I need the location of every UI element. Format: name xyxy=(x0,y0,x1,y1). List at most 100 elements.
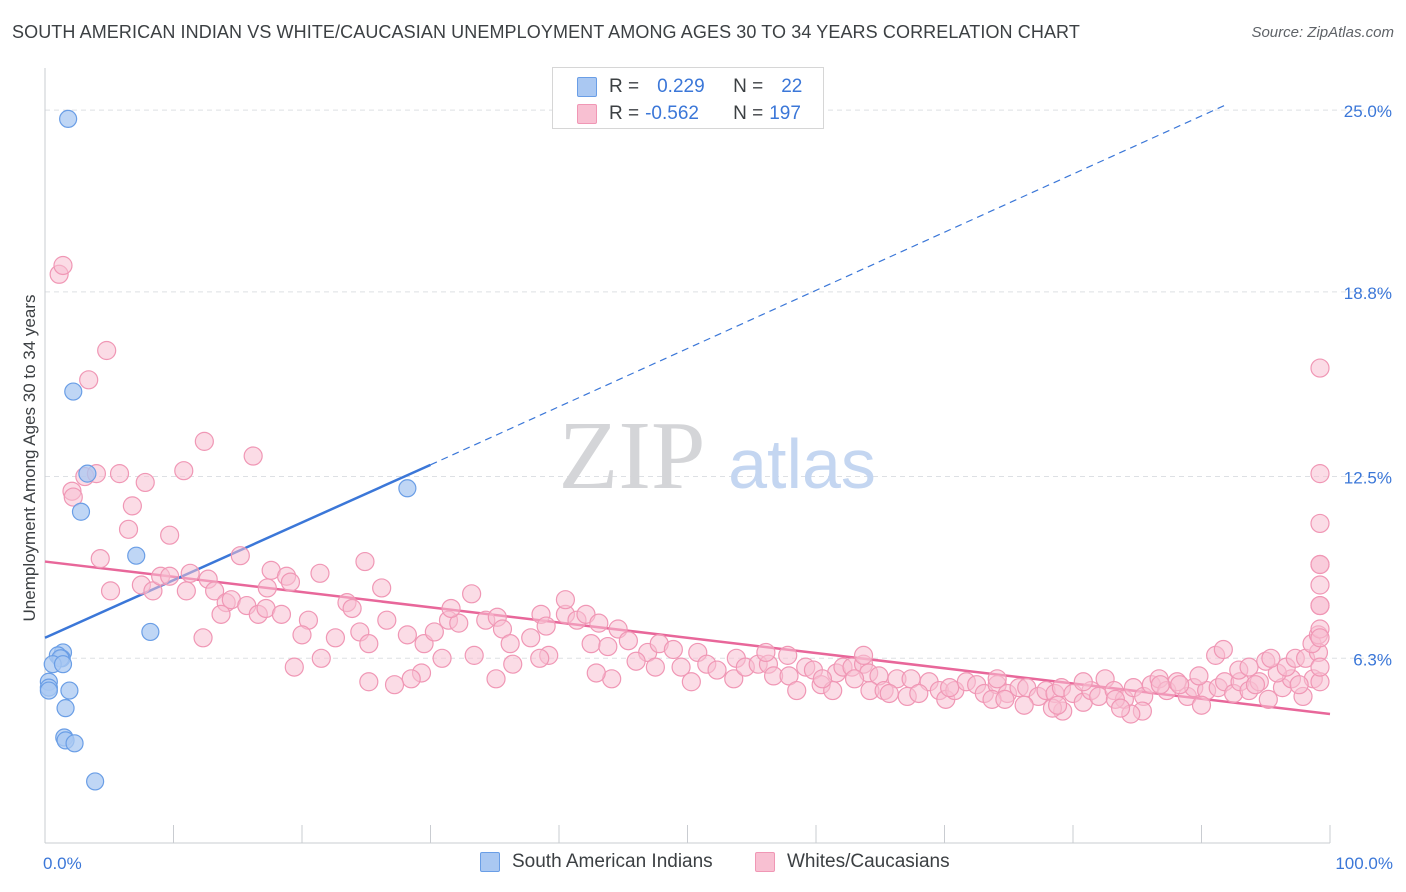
legend-r-value: -0.562 xyxy=(645,103,699,124)
data-point-whites xyxy=(787,680,807,701)
gridlines xyxy=(45,109,1390,659)
data-point-whites xyxy=(1310,628,1330,648)
data-point-whites xyxy=(645,657,665,677)
data-point-whites xyxy=(377,610,397,630)
data-point-whites xyxy=(90,549,110,569)
data-point-whites xyxy=(441,598,461,619)
data-point-whites xyxy=(995,689,1015,709)
legend-swatch-pink xyxy=(577,104,597,124)
data-point-whites xyxy=(844,669,865,689)
data-point-whites xyxy=(205,581,225,601)
data-point-whites xyxy=(53,255,73,276)
data-point-whites xyxy=(503,654,523,674)
watermark: ZIP atlas xyxy=(559,402,876,510)
trend-line-extension xyxy=(430,103,1228,466)
data-point-whites xyxy=(1150,675,1170,695)
data-point-whites xyxy=(193,628,213,648)
data-point-whites xyxy=(180,563,200,583)
data-point-whites xyxy=(79,370,99,390)
data-point-whites xyxy=(1110,698,1131,718)
legend-item-whites: Whites/Caucasians xyxy=(755,851,950,873)
legend-label: South American Indians xyxy=(512,851,713,872)
legend-n-label: N = xyxy=(733,103,764,124)
data-point-whites xyxy=(1310,595,1330,616)
y-tick-label: 18.8% xyxy=(1344,284,1392,303)
data-point-whites xyxy=(778,645,798,665)
data-point-whites xyxy=(280,572,301,592)
series-legend: South American Indians Whites/Caucasians xyxy=(0,851,1406,879)
source-credit: Source: ZipAtlas.com xyxy=(1251,24,1394,41)
legend-row-blue: R = 0.229 N = 22 xyxy=(577,74,802,100)
data-point-south-american xyxy=(71,502,91,521)
data-point-whites xyxy=(342,598,362,619)
data-point-whites xyxy=(853,645,874,665)
data-point-whites xyxy=(500,634,520,654)
data-point-whites xyxy=(397,625,417,645)
data-point-whites xyxy=(1239,657,1259,677)
data-point-whites xyxy=(310,563,330,583)
data-point-whites xyxy=(909,683,929,704)
data-point-whites xyxy=(812,669,833,689)
legend-n-value: 22 xyxy=(781,76,803,97)
legend-n-value: 197 xyxy=(769,103,801,124)
data-point-whites xyxy=(325,628,346,648)
data-point-whites xyxy=(160,525,180,545)
data-point-whites xyxy=(486,669,506,689)
points-whites xyxy=(49,255,1330,724)
legend-r-label: R = xyxy=(609,76,640,97)
data-point-whites xyxy=(109,464,130,484)
data-point-south-american xyxy=(141,622,160,642)
correlation-legend: R = 0.229 N = 22 R = -0.562 N = 197 xyxy=(552,67,824,129)
x-tick-label: 100.0% xyxy=(1335,854,1393,873)
data-point-whites xyxy=(97,340,117,361)
legend-n-label: N = xyxy=(733,76,764,97)
legend-swatch-pink xyxy=(755,852,775,872)
data-point-whites xyxy=(663,639,683,660)
data-point-whites xyxy=(311,648,331,668)
data-point-whites xyxy=(1170,675,1190,695)
data-point-whites xyxy=(359,634,379,654)
watermark-atlas: atlas xyxy=(728,425,876,503)
data-point-whites xyxy=(536,616,556,636)
data-point-whites xyxy=(1245,675,1266,695)
data-point-whites xyxy=(530,648,550,668)
data-point-whites xyxy=(122,496,142,516)
data-point-whites xyxy=(100,581,121,601)
data-point-whites xyxy=(626,651,646,671)
data-point-whites xyxy=(879,683,899,704)
data-point-south-american xyxy=(59,109,78,129)
data-point-south-american xyxy=(56,699,75,718)
data-point-whites xyxy=(987,669,1007,689)
data-point-whites xyxy=(1073,672,1093,692)
data-point-whites xyxy=(160,566,180,586)
data-point-whites xyxy=(1310,358,1330,378)
data-point-whites xyxy=(618,631,638,651)
data-point-south-american xyxy=(53,655,73,674)
data-point-whites xyxy=(555,590,576,610)
data-point-whites xyxy=(174,461,194,481)
data-point-whites xyxy=(257,578,277,598)
data-point-whites xyxy=(1310,464,1330,484)
data-point-whites xyxy=(63,487,83,507)
data-point-whites xyxy=(211,604,231,624)
legend-r-value: 0.229 xyxy=(657,76,705,97)
data-point-whites xyxy=(243,446,263,466)
data-point-whites xyxy=(176,581,196,601)
data-point-whites xyxy=(135,472,155,493)
data-point-whites xyxy=(1191,695,1212,715)
data-point-south-american xyxy=(78,464,97,483)
data-point-whites xyxy=(940,678,960,698)
data-point-whites xyxy=(756,642,776,663)
y-tick-label: 25.0% xyxy=(1344,102,1392,121)
data-point-whites xyxy=(598,636,618,657)
data-point-whites xyxy=(589,613,609,633)
data-point-south-american xyxy=(60,681,79,700)
data-point-whites xyxy=(1047,695,1068,715)
data-point-whites xyxy=(284,657,304,677)
data-point-whites xyxy=(1258,689,1278,709)
data-point-south-american xyxy=(39,681,58,700)
data-point-south-american xyxy=(64,382,83,401)
data-point-south-american xyxy=(65,734,84,753)
data-point-whites xyxy=(424,622,444,642)
data-point-whites xyxy=(384,675,405,695)
